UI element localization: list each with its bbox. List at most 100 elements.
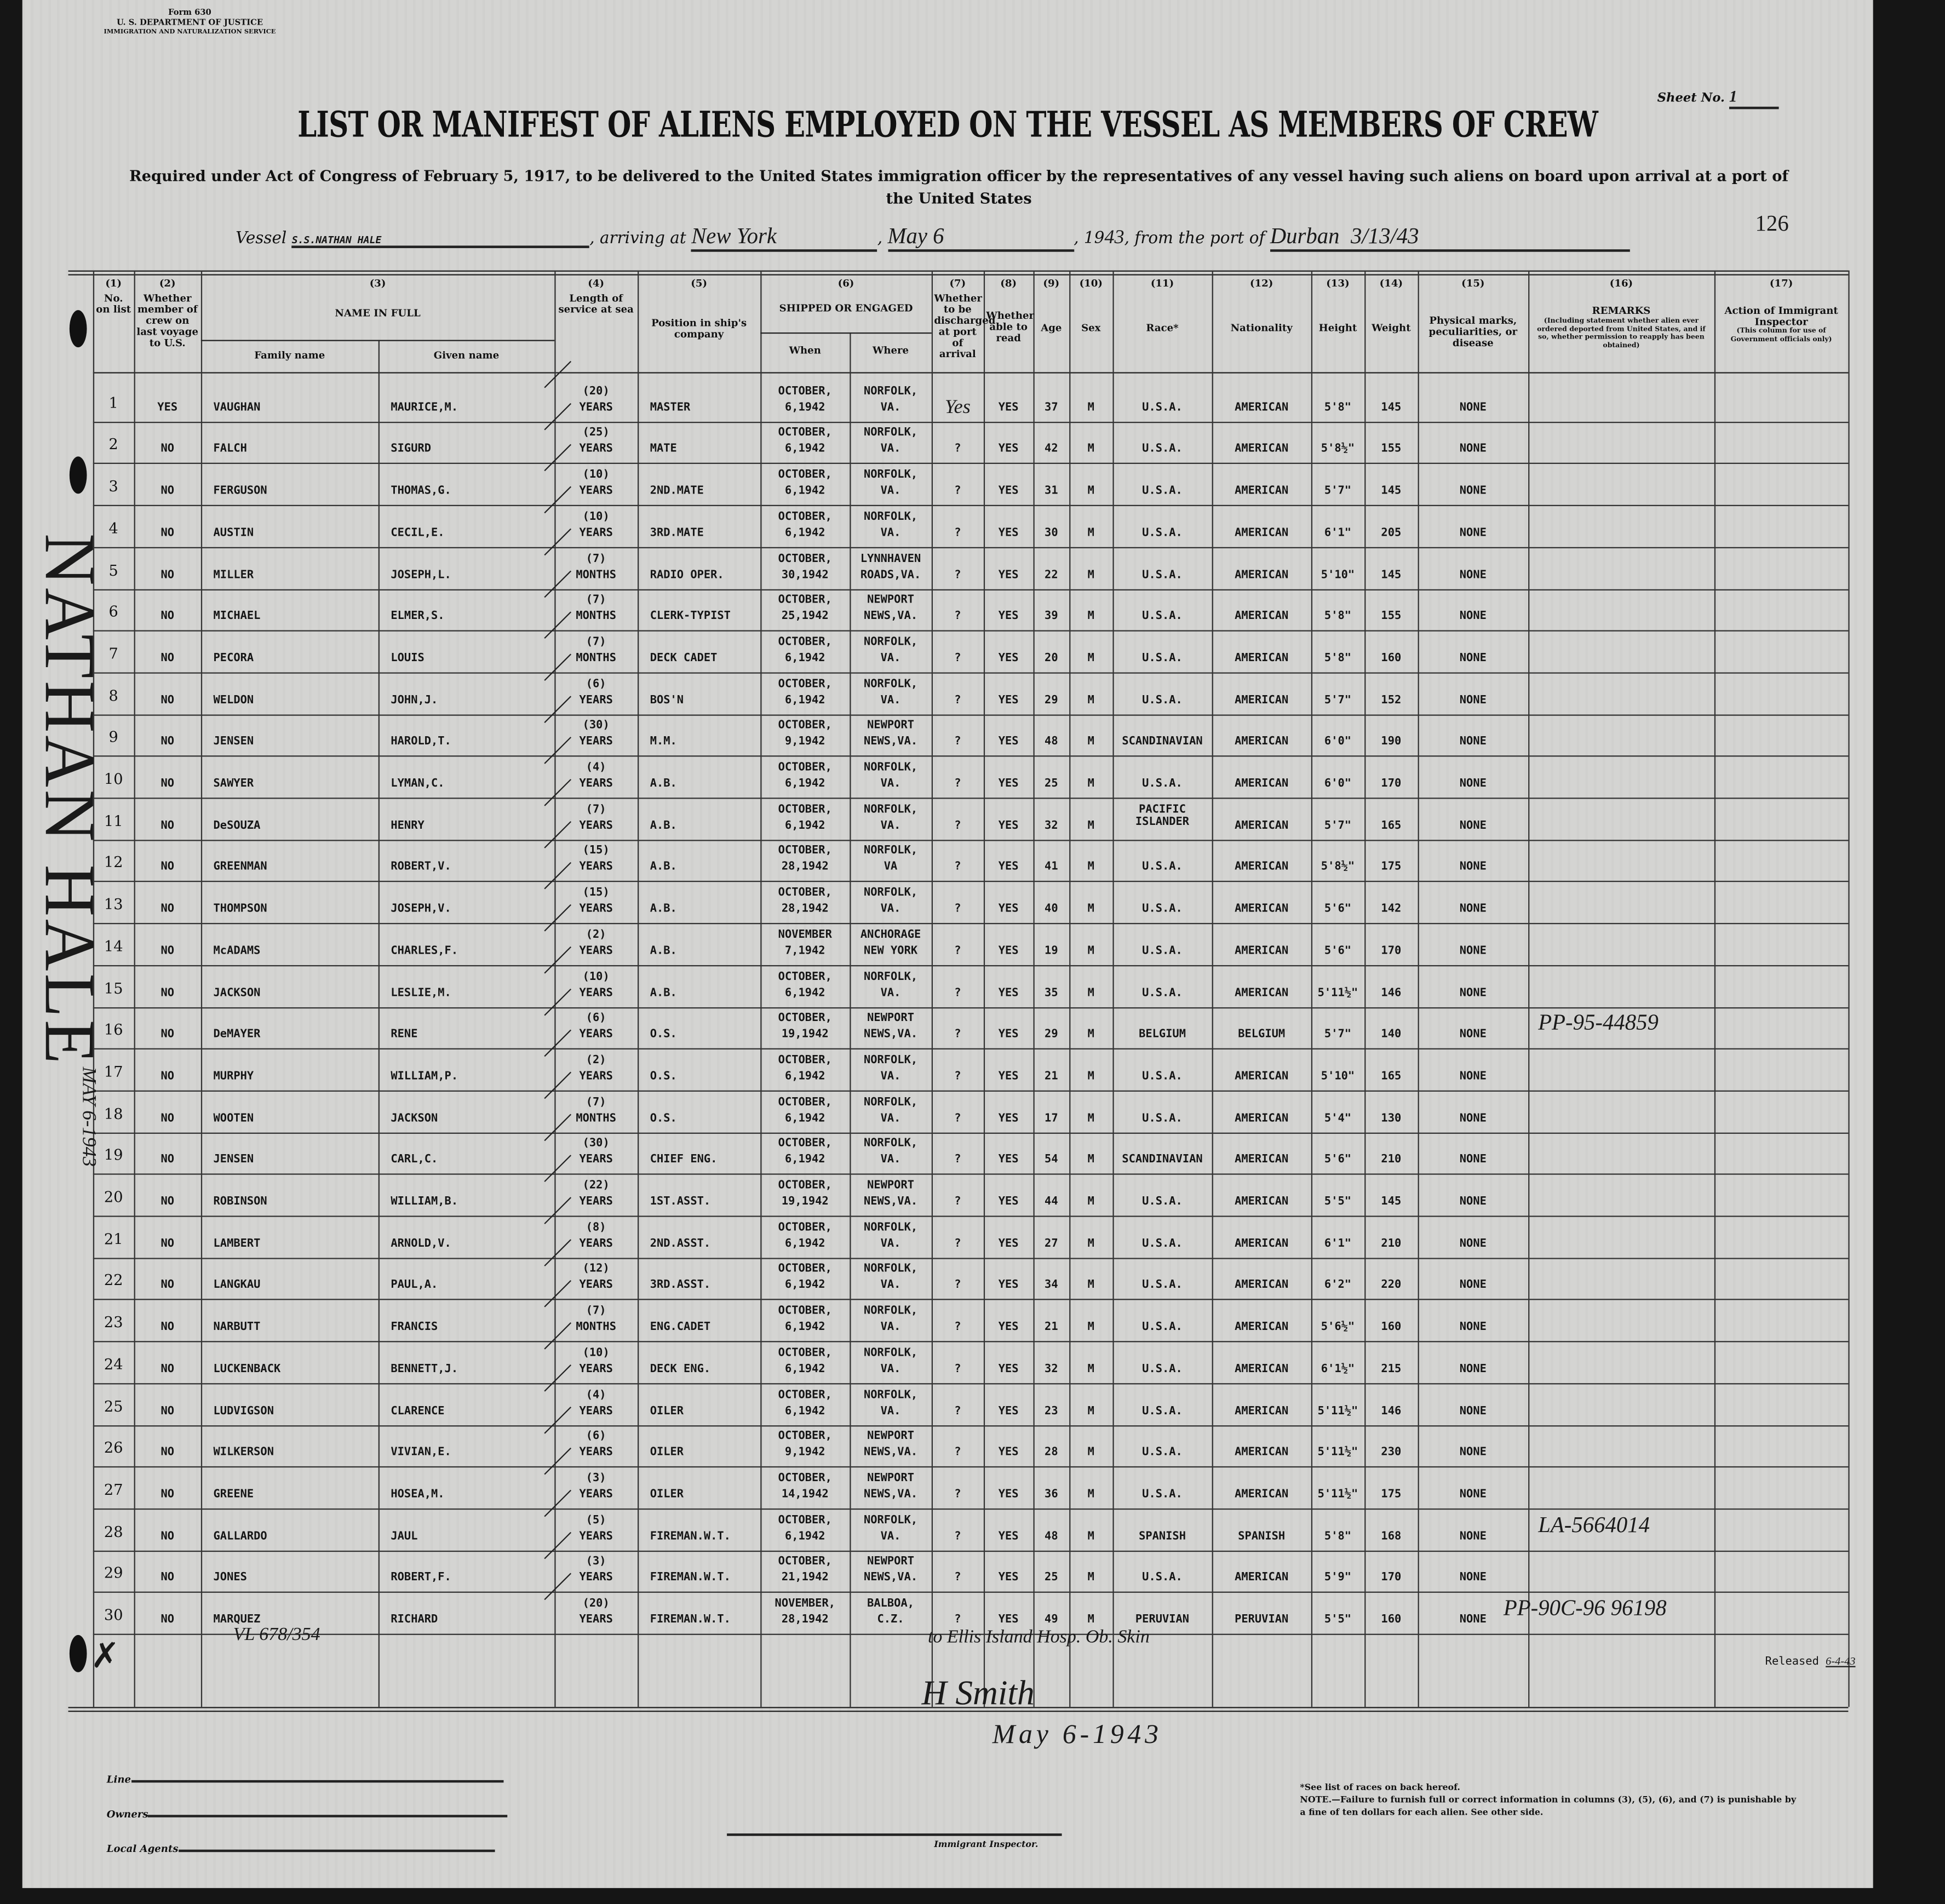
from-date: 3/13/43 [1350, 223, 1419, 248]
row-number: 27 [104, 1481, 123, 1499]
row-rule [93, 923, 1849, 925]
service-length: (4) [586, 1389, 606, 1401]
header-remarks: REMARKS [1592, 303, 1651, 317]
signature-date: May 6-1943 [992, 1718, 1162, 1750]
nationality: AMERICAN [1235, 736, 1289, 749]
family-name: FERGUSON [213, 485, 267, 498]
nationality: AMERICAN [1235, 819, 1289, 832]
row-number: 29 [104, 1564, 123, 1582]
height: 5'6" [1324, 1154, 1352, 1167]
shipped-date-line2: 6,1942 [784, 1321, 825, 1334]
weight: 145 [1381, 485, 1402, 498]
discharged: ? [954, 694, 961, 707]
weight: 175 [1381, 861, 1402, 874]
height: 5'5" [1324, 1614, 1352, 1627]
service-unit: YEARS [579, 945, 613, 957]
shipped-place-line1: NORFOLK, [863, 761, 918, 775]
row-number: 14 [104, 937, 123, 955]
weight: 152 [1381, 694, 1402, 707]
family-name: GALLARDO [213, 1530, 267, 1543]
shipped-place-line2: NEWS,VA. [863, 610, 918, 623]
nationality: AMERICAN [1235, 402, 1289, 414]
physical-marks: NONE [1459, 1196, 1487, 1208]
family-name: NARBUTT [213, 1321, 261, 1334]
nationality: AMERICAN [1235, 569, 1289, 582]
service-length: (7) [586, 1305, 606, 1318]
nationality: AMERICAN [1235, 1321, 1289, 1334]
discharged: ? [954, 1070, 961, 1083]
column-number: (4) [588, 277, 605, 289]
height: 5'11½" [1317, 1447, 1358, 1459]
service-unit: YEARS [579, 402, 613, 414]
service-length: (7) [586, 1096, 606, 1109]
family-name: WILKERSON [213, 1447, 274, 1459]
position: FIREMAN.W.T. [650, 1530, 731, 1543]
inspector-label: Immigrant Inspector. [934, 1838, 1039, 1850]
service-length: (3) [586, 1556, 606, 1569]
able-to-read: YES [998, 777, 1019, 790]
header-member-last-voyage: Whether member of crew on last voyage to… [136, 291, 199, 349]
physical-marks: NONE [1459, 610, 1487, 623]
sex: M [1087, 610, 1094, 623]
age: 37 [1045, 402, 1058, 414]
column-number: (2) [159, 277, 176, 289]
shipped-date-line1: OCTOBER, [778, 1430, 832, 1443]
position: A.B. [650, 819, 677, 832]
column-number: (8) [1000, 277, 1017, 289]
shipped-place-line1: NORFOLK, [863, 1054, 918, 1067]
previous-voyage: NO [160, 569, 175, 582]
shipped-date-line2: 30,1942 [781, 569, 829, 582]
service-length: (8) [586, 1221, 606, 1234]
row-number: 23 [104, 1314, 123, 1332]
physical-marks: NONE [1459, 1404, 1487, 1418]
previous-voyage: YES [157, 402, 178, 414]
shipped-place-line2: VA. [880, 1530, 901, 1543]
given-name: JAUL [391, 1530, 418, 1543]
shipped-place-line1: NORFOLK, [863, 971, 918, 983]
service-length: (20) [582, 1597, 610, 1610]
row-rule [93, 1550, 1849, 1552]
physical-marks: NONE [1459, 903, 1487, 916]
position: FIREMAN.W.T. [650, 1614, 731, 1627]
form-number: Form 630 [168, 7, 211, 18]
service-length: (5) [586, 1514, 606, 1527]
header-when: When [789, 343, 821, 356]
form-header: Form 630 U. S. DEPARTMENT OF JUSTICE IMM… [72, 8, 307, 37]
sex: M [1087, 1530, 1094, 1543]
height: 6'1" [1324, 1237, 1352, 1251]
previous-voyage: NO [160, 1070, 175, 1083]
physical-marks: NONE [1459, 1028, 1487, 1041]
nationality: BELGIUM [1238, 1028, 1286, 1041]
shipped-place-line1: NORFOLK, [863, 845, 918, 858]
race: U.S.A. [1142, 1488, 1183, 1501]
able-to-read: YES [998, 1279, 1019, 1292]
able-to-read: YES [998, 694, 1019, 707]
able-to-read: YES [998, 485, 1019, 498]
shipped-place-line1: NORFOLK, [863, 636, 918, 649]
given-name: HOSEA,M. [391, 1488, 445, 1501]
shipped-place-line1: NEWPORT [867, 1430, 915, 1443]
race: U.S.A. [1142, 1363, 1183, 1376]
row-rule [93, 1006, 1849, 1008]
row30-file-number: VL 678/354 [233, 1625, 320, 1645]
shipped-place-line1: NORFOLK, [863, 1138, 918, 1151]
nationality: AMERICAN [1235, 1488, 1289, 1501]
row-number: 19 [104, 1146, 123, 1164]
shipped-date-line1: OCTOBER, [778, 761, 832, 775]
shipped-date-line2: 6,1942 [784, 1154, 825, 1167]
arriving-label: , arriving at [589, 229, 686, 248]
row-number: 18 [104, 1104, 123, 1122]
height: 5'7" [1324, 485, 1352, 498]
given-name: THOMAS,G. [391, 485, 451, 498]
shipped-date-line2: 6,1942 [784, 485, 825, 498]
row-rule [93, 630, 1849, 632]
column-number: (16) [1609, 277, 1633, 289]
header-given-name: Given name [433, 348, 500, 362]
age: 32 [1045, 1363, 1058, 1376]
race: SCANDINAVIAN [1122, 736, 1203, 749]
column-divider [1528, 270, 1530, 1707]
weight: 170 [1381, 945, 1402, 957]
row30-note: to Ellis Island Hosp. Ob. Skin [927, 1627, 1150, 1648]
physical-marks: NONE [1459, 987, 1487, 1000]
column-divider [760, 270, 762, 1707]
